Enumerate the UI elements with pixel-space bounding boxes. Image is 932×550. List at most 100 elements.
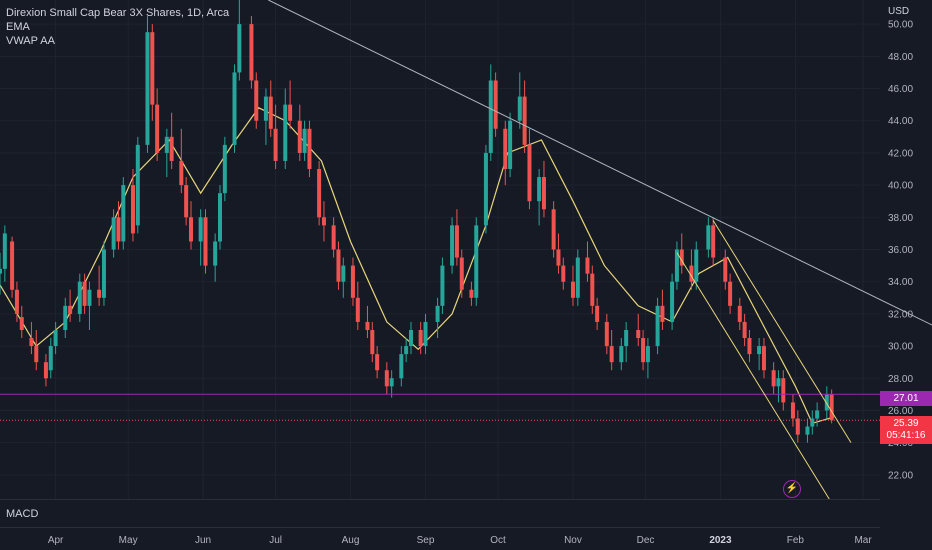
candle-body [459,257,464,290]
candle-body [48,346,53,371]
candle [706,217,711,258]
candle-body [237,24,242,73]
candle [556,233,561,274]
lightning-icon[interactable]: ⚡ [783,480,801,498]
time-axis[interactable]: Apr May Jun Jul Aug Sep Oct Nov Dec 2023 Feb Mar [48,535,873,546]
candle [130,169,135,242]
candle-body [742,321,747,339]
candles[interactable] [0,0,834,443]
candle [375,346,380,379]
candle [249,16,254,89]
candle-body [34,346,39,363]
candle [418,321,423,355]
candle-body [283,104,288,161]
candle [694,241,699,290]
candle [508,112,513,178]
candle-body [474,225,479,298]
candle-body [135,144,140,226]
candle-body [655,305,660,347]
candle-body [82,281,87,306]
candle [423,313,428,355]
vwap-legend[interactable]: VWAP AA [6,35,55,47]
price-tick-label: 38.00 [888,213,913,224]
last-price-value: 25.39 [893,418,919,429]
candle-body [781,378,786,403]
candle-body [508,120,513,170]
candle [355,281,360,330]
candle-body [556,249,561,266]
candle [454,209,459,266]
candle [590,265,595,314]
candle [302,120,307,161]
grid-lines [0,0,880,499]
candle-body [2,233,7,269]
candle [297,104,302,161]
candle [551,201,556,258]
symbol-title[interactable]: Direxion Small Cap Bear 3X Shares, 1D, A… [6,7,230,19]
candle-body [711,225,716,258]
candle-body [169,136,174,161]
candle-body [689,265,694,282]
candle [169,112,174,170]
candle-body [297,120,302,153]
candle [317,160,322,226]
candle [723,249,728,290]
pane-separator[interactable] [0,499,880,500]
candle-body [590,273,595,306]
price-tick-label: 48.00 [888,52,913,63]
candle-body [19,317,24,330]
candle-body [723,257,728,282]
candle-body [317,169,322,218]
candle [781,370,786,411]
candle-body [469,289,474,298]
candle-body [213,241,218,266]
drawing-lines[interactable] [0,0,932,500]
candle [218,185,222,250]
candle [474,217,479,306]
candle-body [660,305,665,322]
candle [824,386,829,419]
candle-body [288,104,293,121]
ema-legend[interactable]: EMA [6,21,30,33]
candle-body [164,136,169,153]
candle [517,72,522,129]
price-axis[interactable]: USD 50.00 48.00 46.00 44.00 42.00 40.00 38.00 36… [888,6,913,481]
candle-body [757,346,762,355]
candle-body [232,72,237,145]
candle [0,252,2,295]
candle-body [273,128,278,161]
candle-body [384,370,389,387]
candle [469,281,474,306]
candle [268,80,273,137]
candle-body [10,241,15,290]
macd-label[interactable]: MACD [6,508,39,520]
candle [604,313,609,355]
price-tick-label: 46.00 [888,84,913,95]
candle [761,338,766,379]
candle [624,321,629,363]
candle [336,241,341,290]
candle-body [454,225,459,258]
candle [341,257,346,298]
price-tick-label: 50.00 [888,20,913,31]
candle-body [370,329,375,355]
candle-body [341,265,346,282]
candle-body [150,32,155,105]
time-tick-label: Feb [787,535,805,546]
price-tick-label: 34.00 [888,277,913,288]
candle-body [679,249,684,266]
candle-body [222,144,227,194]
candle-body [68,305,73,314]
candle [53,321,58,355]
candle-body [517,96,522,121]
candle [810,410,815,435]
level-price-tag: 27.01 [880,391,932,406]
candle [493,72,498,137]
candle-body [336,249,341,282]
candle-body [43,362,48,379]
descending-trendline [268,0,932,326]
candle [222,136,227,202]
candle [273,104,278,170]
